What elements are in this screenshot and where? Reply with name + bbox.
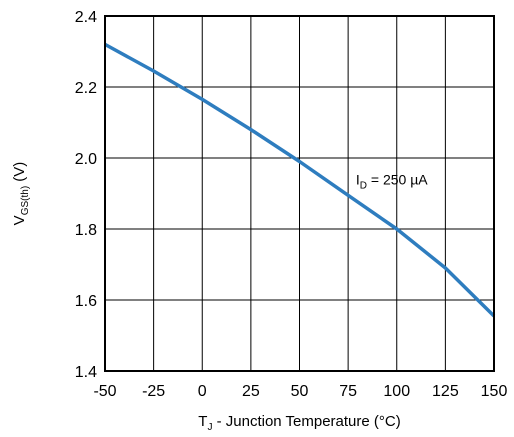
x-tick-label: 0 — [198, 383, 207, 400]
annotation-prefix: I — [356, 171, 360, 187]
drain-current-annotation: ID = 250 µA — [356, 171, 428, 191]
y-axis-title-suffix: (V) — [11, 162, 28, 186]
vgs-threshold-series-line — [104, 42, 496, 318]
x-tick-label: 75 — [339, 383, 357, 400]
x-tick-label: -25 — [142, 383, 165, 400]
plot-frame — [104, 15, 495, 372]
x-tick-label: 25 — [242, 383, 260, 400]
x-tick-label: 50 — [291, 383, 309, 400]
x-tick-label: 125 — [432, 383, 459, 400]
annotation-suffix: = 250 µA — [367, 171, 428, 187]
y-tick-label: 2.4 — [75, 9, 97, 26]
y-axis-title: VGS(th) (V) — [11, 162, 31, 226]
y-tick-label: 1.4 — [75, 364, 97, 381]
x-tick-labels: -50 -25 0 25 50 75 100 125 150 — [93, 383, 507, 400]
x-tick-label: -50 — [93, 383, 116, 400]
y-tick-label: 2.0 — [75, 151, 97, 168]
grid-layer — [105, 16, 494, 371]
x-axis-title-prefix: T — [198, 413, 207, 430]
series-layer — [104, 42, 496, 318]
y-axis-title-prefix: V — [11, 215, 28, 225]
y-tick-label: 1.6 — [75, 293, 97, 310]
x-axis-title-suffix: - Junction Temperature (°C) — [212, 413, 400, 430]
y-tick-labels: 1.4 1.6 1.8 2.0 2.2 2.4 — [75, 9, 97, 381]
y-tick-label: 2.2 — [75, 80, 97, 97]
annotation-subscript: D — [360, 180, 367, 191]
y-tick-label: 1.8 — [75, 222, 97, 239]
x-tick-label: 150 — [481, 383, 508, 400]
x-axis-title: TJ - Junction Temperature (°C) — [198, 413, 400, 433]
x-axis-title-subscript: J — [207, 422, 212, 433]
y-axis-title-subscript: GS(th) — [20, 186, 31, 215]
x-tick-label: 100 — [383, 383, 410, 400]
